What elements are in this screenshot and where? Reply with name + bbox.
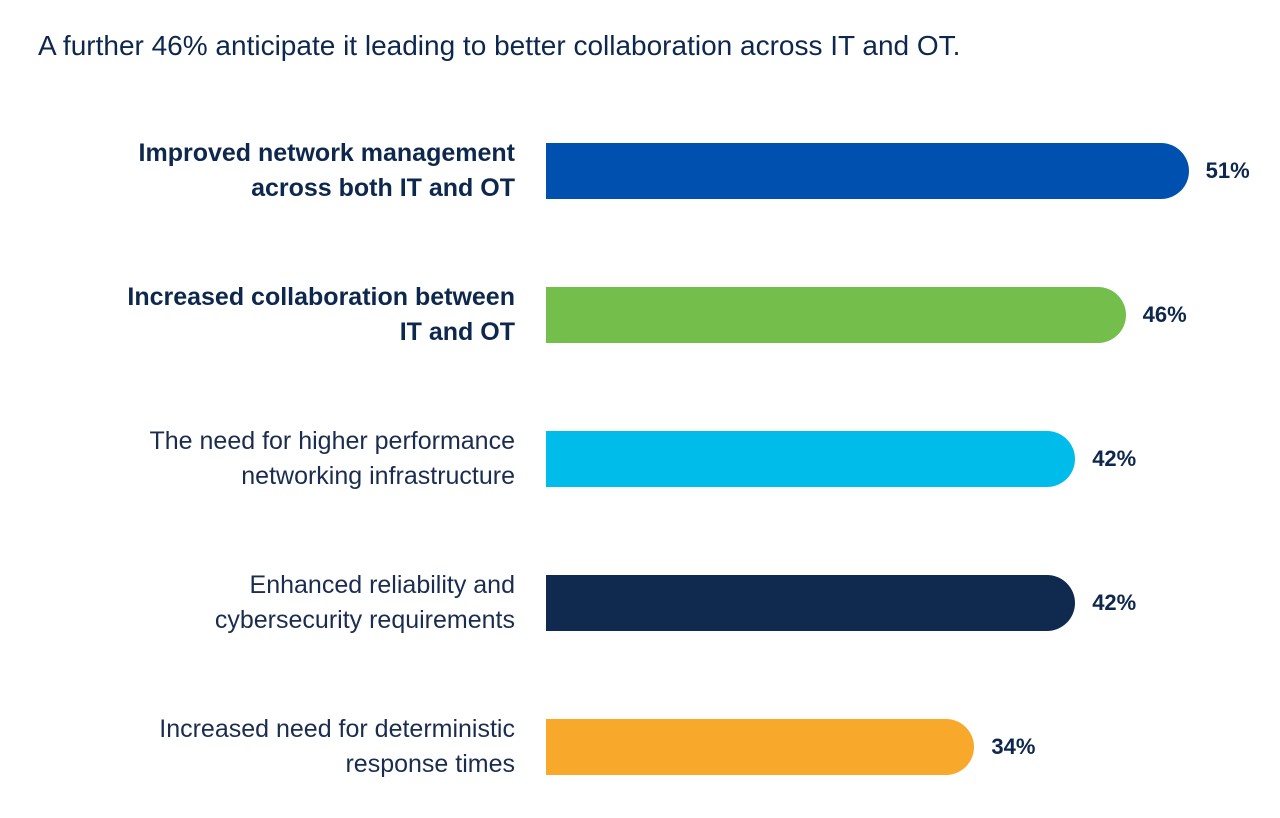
- bar: [546, 143, 1189, 199]
- chart-title: A further 46% anticipate it leading to b…: [38, 30, 961, 61]
- value-label: 51%: [1205, 158, 1250, 183]
- bar: [546, 575, 1076, 631]
- category-label: Increased collaboration between IT and O…: [127, 283, 515, 346]
- bar: [546, 431, 1076, 487]
- value-label: 42%: [1092, 590, 1137, 615]
- value-label: 42%: [1092, 446, 1137, 471]
- category-label: Enhanced reliability and cybersecurity r…: [214, 571, 515, 634]
- value-label: 46%: [1142, 302, 1187, 327]
- category-label: Increased need for deterministic respons…: [159, 715, 515, 778]
- value-label: 34%: [991, 734, 1036, 759]
- category-label: Improved network management across both …: [138, 139, 515, 202]
- category-label: The need for higher performance networki…: [149, 427, 516, 490]
- bar: [546, 719, 975, 775]
- bar: [546, 287, 1126, 343]
